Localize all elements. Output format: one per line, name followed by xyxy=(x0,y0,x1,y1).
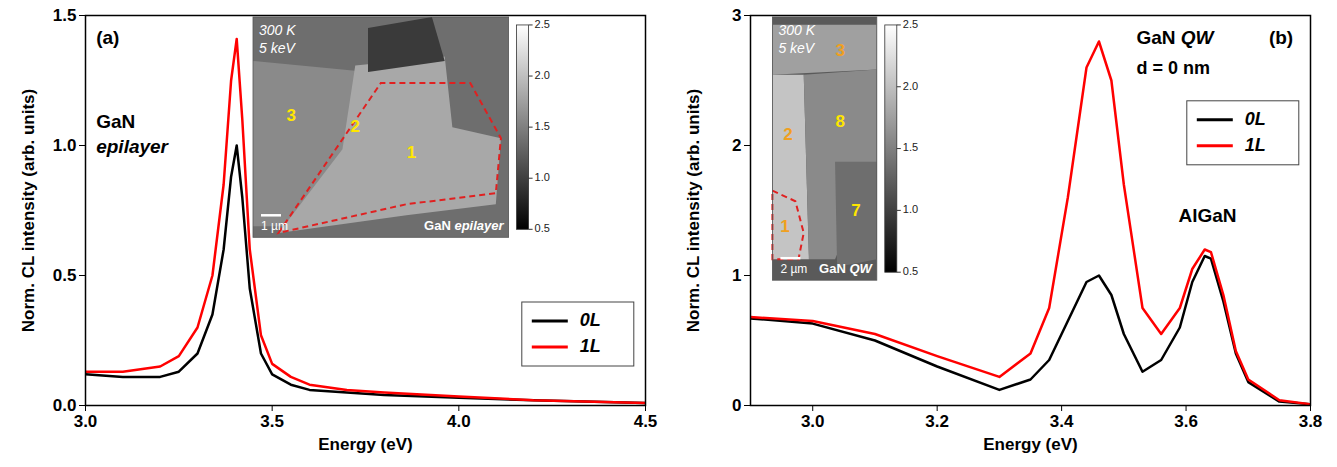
svg-text:1.5: 1.5 xyxy=(535,120,550,132)
svg-text:1: 1 xyxy=(732,266,741,285)
svg-text:1: 1 xyxy=(780,217,789,236)
svg-text:(b): (b) xyxy=(1269,27,1293,48)
svg-text:2.0: 2.0 xyxy=(903,80,918,92)
svg-text:Energy (eV): Energy (eV) xyxy=(983,435,1077,454)
svg-text:GaN QW: GaN QW xyxy=(819,261,873,276)
svg-text:3.0: 3.0 xyxy=(74,412,98,431)
svg-text:3.6: 3.6 xyxy=(1174,412,1198,431)
svg-text:0.5: 0.5 xyxy=(535,222,550,234)
svg-text:1.0: 1.0 xyxy=(903,203,918,215)
svg-text:2.5: 2.5 xyxy=(535,18,550,30)
svg-text:2.5: 2.5 xyxy=(903,18,918,30)
svg-text:3.2: 3.2 xyxy=(925,412,949,431)
svg-text:AlGaN: AlGaN xyxy=(1178,205,1236,226)
svg-text:5 keV: 5 keV xyxy=(778,40,815,56)
svg-text:4.0: 4.0 xyxy=(447,412,471,431)
svg-text:1.0: 1.0 xyxy=(535,171,550,183)
svg-text:0: 0 xyxy=(732,396,741,415)
svg-text:Energy (eV): Energy (eV) xyxy=(318,435,412,454)
svg-text:epilayer: epilayer xyxy=(96,136,169,157)
svg-text:2: 2 xyxy=(783,125,792,144)
svg-text:0.5: 0.5 xyxy=(53,266,77,285)
svg-text:3: 3 xyxy=(287,106,296,125)
svg-text:1L: 1L xyxy=(1245,135,1266,155)
svg-text:0.0: 0.0 xyxy=(52,395,77,415)
svg-text:3.0: 3.0 xyxy=(801,412,825,431)
svg-text:2.0: 2.0 xyxy=(535,69,550,81)
svg-text:1.5: 1.5 xyxy=(903,141,918,153)
svg-text:3: 3 xyxy=(836,41,845,60)
svg-text:Norm. CL intensity (arb. units: Norm. CL intensity (arb. units) xyxy=(684,89,703,332)
svg-text:(a): (a) xyxy=(96,27,119,48)
svg-text:Norm. CL intensity (arb. units: Norm. CL intensity (arb. units) xyxy=(19,89,38,332)
svg-text:300 K: 300 K xyxy=(778,22,815,38)
svg-text:3.8: 3.8 xyxy=(1299,412,1323,431)
svg-text:2 µm: 2 µm xyxy=(780,262,807,276)
svg-text:0L: 0L xyxy=(1245,109,1266,129)
svg-text:0L: 0L xyxy=(580,310,601,330)
svg-text:7: 7 xyxy=(851,201,860,220)
svg-text:3.4: 3.4 xyxy=(1050,412,1074,431)
svg-text:2: 2 xyxy=(732,136,741,155)
svg-text:0.5: 0.5 xyxy=(903,265,918,277)
svg-text:3.5: 3.5 xyxy=(260,412,284,431)
svg-text:1.0: 1.0 xyxy=(53,136,77,155)
svg-text:1.5: 1.5 xyxy=(53,6,77,25)
svg-text:4.5: 4.5 xyxy=(634,412,658,431)
svg-text:GaN epilayer: GaN epilayer xyxy=(424,218,504,233)
svg-text:8: 8 xyxy=(836,112,845,131)
svg-text:1: 1 xyxy=(407,143,416,162)
svg-text:300 K: 300 K xyxy=(259,22,296,38)
svg-text:3: 3 xyxy=(732,6,741,25)
svg-text:5 keV: 5 keV xyxy=(259,40,296,56)
svg-text:1L: 1L xyxy=(580,336,601,356)
svg-text:1 µm: 1 µm xyxy=(261,219,288,233)
svg-text:GaN QW: GaN QW xyxy=(1136,27,1215,48)
svg-text:2: 2 xyxy=(351,117,360,136)
svg-text:GaN: GaN xyxy=(96,111,135,132)
svg-text:d = 0 nm: d = 0 nm xyxy=(1136,58,1210,78)
